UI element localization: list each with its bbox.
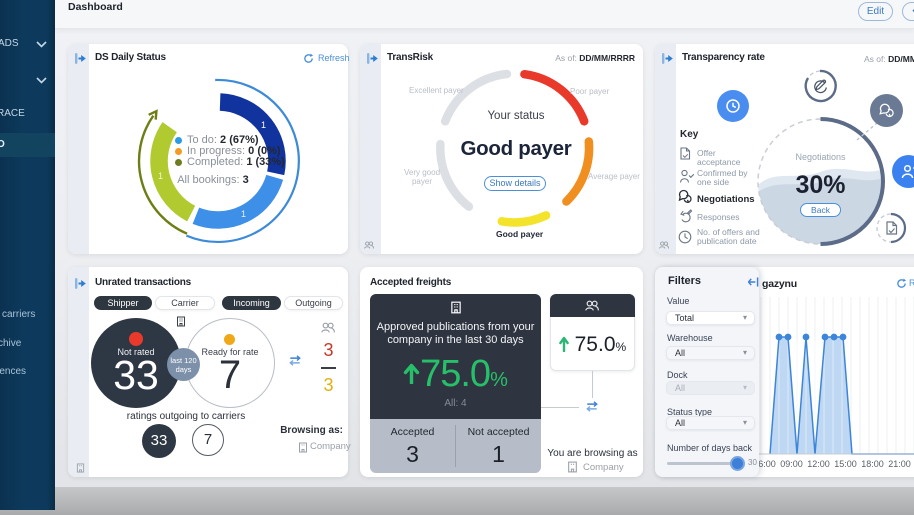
svg-text:06:00: 06:00 bbox=[753, 459, 776, 469]
svg-text:18:00: 18:00 bbox=[861, 459, 884, 469]
svg-text:1: 1 bbox=[241, 209, 246, 219]
svg-text:12:00: 12:00 bbox=[807, 459, 830, 469]
svg-text:15:00: 15:00 bbox=[834, 459, 857, 469]
svg-text:1: 1 bbox=[261, 120, 266, 130]
svg-text:09:00: 09:00 bbox=[780, 459, 803, 469]
svg-text:1: 1 bbox=[158, 171, 163, 181]
svg-text:21:00: 21:00 bbox=[888, 459, 911, 469]
